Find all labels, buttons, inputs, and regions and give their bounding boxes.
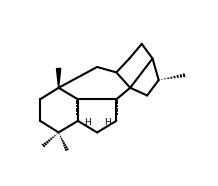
- Text: H: H: [84, 118, 90, 127]
- Text: H: H: [104, 118, 111, 127]
- Polygon shape: [56, 68, 61, 88]
